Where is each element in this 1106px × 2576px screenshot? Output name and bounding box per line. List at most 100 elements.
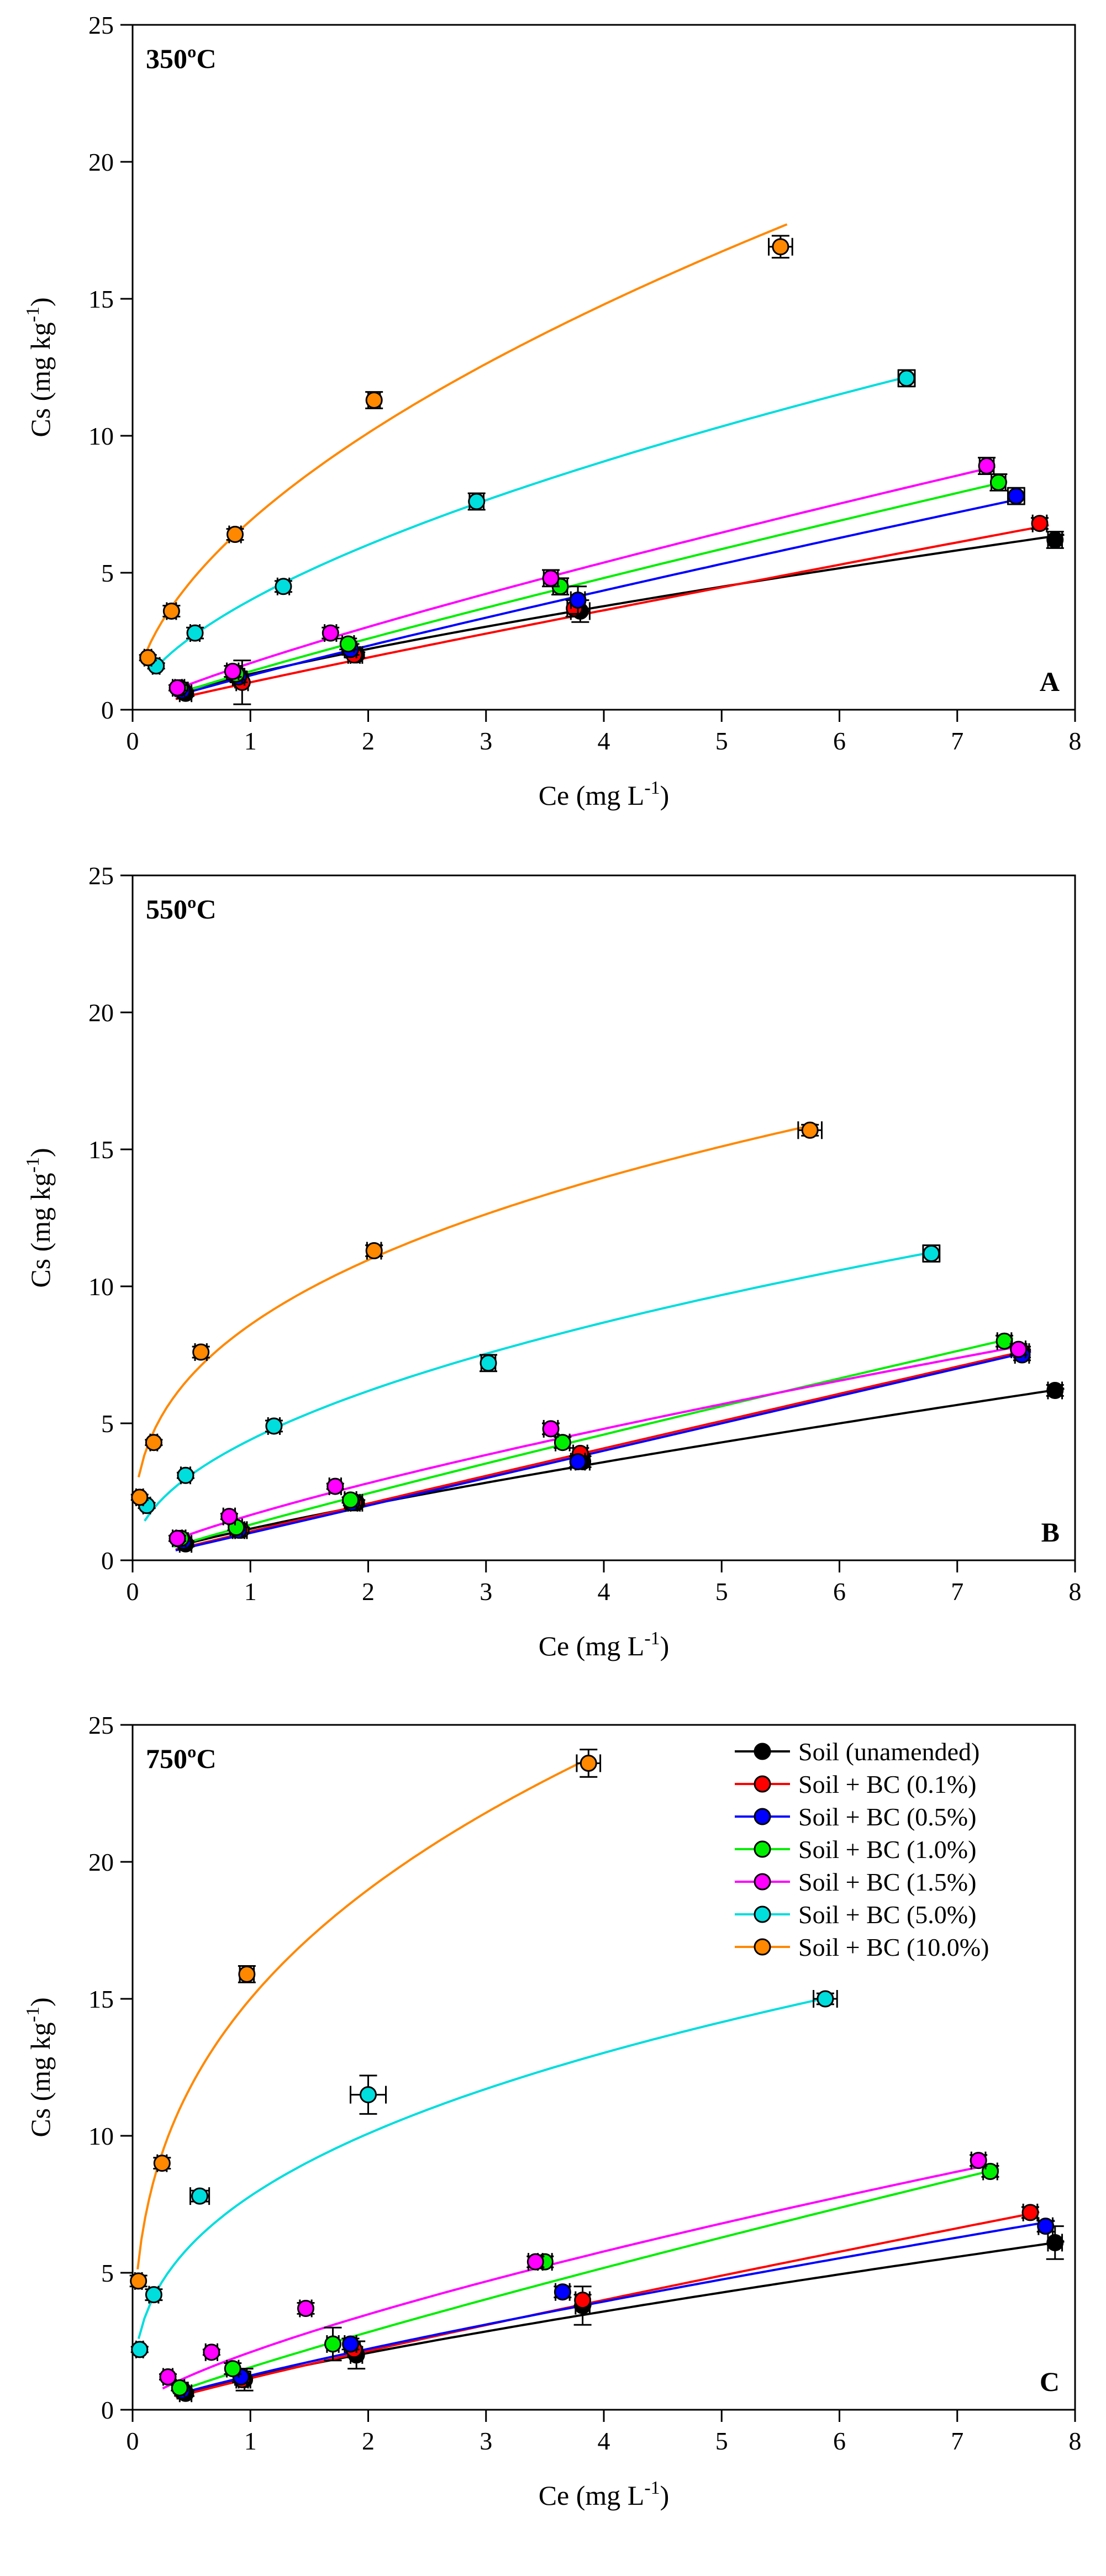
y-tick-label: 10 [88,1273,114,1301]
data-point-soil-bc-5-0 [923,1244,940,1262]
data-point-soil-bc-1-5 [224,663,241,680]
data-point-soil-bc-10-0 [153,2155,171,2172]
data-point-soil-bc-0-5 [1007,487,1025,505]
legend-label: Soil + BC (10.0%) [798,1933,989,1961]
x-tick-label: 3 [480,1577,492,1606]
panel-letter: B [1041,1517,1060,1548]
x-axis-label-sup: -1 [644,778,660,798]
legend-label: Soil + BC (5.0%) [798,1901,976,1929]
x-axis-label-sup: -1 [644,2478,660,2498]
data-point-soil-bc-1-0 [342,1491,360,1509]
x-tick-label: 4 [598,727,610,755]
fit-curve-soil-bc-1-0 [172,2167,999,2394]
x-tick-label: 0 [127,727,139,755]
data-point-soil-bc-0-1 [1031,515,1049,532]
data-point-soil-bc-1-5 [542,1420,560,1438]
y-tick-label: 0 [101,696,114,724]
data-point-soil-bc-10-0 [139,649,157,667]
x-tick-label: 0 [127,2427,139,2455]
x-tick-label: 6 [833,727,846,755]
panel-letter: A [1040,666,1060,697]
fit-curve-soil-bc-1-5 [170,465,996,693]
data-point-soil-bc-10-0 [772,238,789,256]
x-axis-label-text: Ce (mg L [539,2480,645,2511]
legend-marker [754,1873,771,1891]
y-tick-label: 20 [88,999,114,1027]
data-point-soil-bc-10-0 [365,392,383,409]
data-point-soil-bc-10-0 [145,1434,162,1451]
data-point-soil-bc-1-0 [989,473,1007,491]
x-axis-label: Ce (mg L-1) [539,778,670,811]
x-tick-label: 1 [244,727,257,755]
data-point-soil-bc-1-5 [159,2368,177,2385]
data-point-soil-bc-0-5 [342,2335,360,2353]
y-axis-label-text: Cs (mg kg [25,1173,56,1287]
x-tick-label: 8 [1069,727,1082,755]
y-axis-label-sup: -1 [23,2007,43,2022]
fit-curve-soil-bc-0-5 [174,497,1025,698]
x-axis-label-sup: -1 [644,1628,660,1649]
legend-marker [754,1938,771,1956]
legend-label: Soil + BC (1.5%) [798,1868,976,1896]
data-point-soil-bc-0-1 [1021,2204,1039,2221]
y-tick-label: 0 [101,1546,114,1575]
legend-label: Soil + BC (1.0%) [798,1835,976,1864]
data-point-soil-bc-1-5 [322,624,339,642]
y-tick-label: 20 [88,1848,114,1876]
y-axis-label-end: ) [25,1148,56,1157]
data-point-soil-bc-10-0 [365,1242,383,1260]
x-tick-label: 2 [362,2427,375,2455]
x-tick-label: 6 [833,2427,846,2455]
x-tick-label: 7 [951,1577,963,1606]
x-axis-label-text: Ce (mg L [539,1630,645,1661]
fit-curve-soil-bc-0-1 [175,1348,1031,1551]
data-point-soil-bc-5-0 [265,1417,283,1435]
data-point-soil-bc-5-0 [186,624,204,642]
x-tick-label: 2 [362,727,375,755]
y-axis-label-sup: -1 [23,307,43,322]
x-axis-label-text: Ce (mg L [539,780,645,811]
y-tick-label: 15 [88,285,114,313]
data-point-soil-bc-5-0 [191,2187,209,2205]
panel-title: 350ºC [146,43,217,74]
data-point-soil-bc-10-0 [227,526,244,543]
fit-curve-soil-bc-1-0 [172,480,1008,696]
legend-label: Soil (unamended) [798,1738,979,1766]
x-axis-label: Ce (mg L-1) [539,1628,670,1661]
fit-curve-soil-bc-5-0 [151,374,915,672]
fit-curve-soil-bc-0-5 [175,1350,1031,1551]
fit-curve-soil-bc-1-5 [162,2164,987,2390]
panel-title: 550ºC [146,894,217,925]
x-axis-label-end: ) [660,780,670,811]
data-point-soil-bc-10-0 [130,2272,148,2290]
data-point-soil-bc-0-5 [569,592,587,609]
x-axis-label-end: ) [660,1630,670,1661]
data-point-soil-bc-1-0 [224,2360,241,2378]
legend-marker [754,1840,771,1858]
fit-curve-soil-bc-10-0 [136,1755,594,2270]
data-point-soil-bc-1-5 [1010,1340,1028,1358]
data-point-soil-bc-5-0 [898,369,915,387]
data-point-soil-bc-1-5 [978,457,996,475]
x-tick-label: 8 [1069,2427,1082,2455]
x-tick-label: 8 [1069,1577,1082,1606]
y-axis-label: Cs (mg kg-1) [23,297,56,437]
x-tick-label: 5 [715,1577,728,1606]
fit-curve-soil-bc-10-0 [144,223,788,654]
data-point-soil-bc-1-5 [297,2299,314,2317]
y-tick-label: 25 [88,11,114,39]
x-axis-label-end: ) [660,2480,670,2511]
y-axis-label: Cs (mg kg-1) [23,1148,56,1287]
legend-marker [754,1808,771,1825]
fit-curve-soil-unamended [177,534,1065,694]
data-point-soil-bc-1-0 [996,1332,1013,1350]
data-point-soil-bc-0-5 [569,1453,587,1470]
data-point-soil-bc-1-0 [339,635,357,653]
y-tick-label: 5 [101,1410,114,1438]
data-point-soil-bc-1-5 [203,2343,220,2361]
data-point-soil-bc-1-5 [168,679,186,696]
x-tick-label: 7 [951,2427,963,2455]
data-point-soil-bc-1-0 [981,2162,999,2180]
fit-curve-soil-bc-0-5 [174,2219,1055,2396]
